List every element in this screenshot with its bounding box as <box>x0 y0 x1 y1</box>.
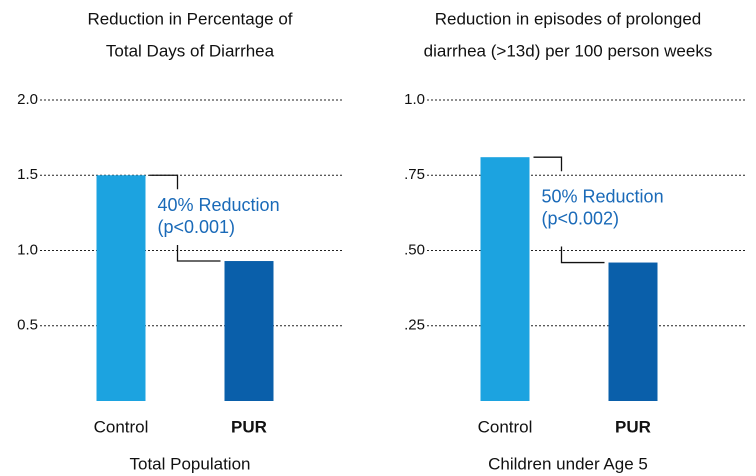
bar <box>224 261 274 401</box>
chart-title: diarrhea (>13d) per 100 person weeks <box>424 41 713 60</box>
chart-title: Reduction in Percentage of <box>87 9 292 28</box>
bar <box>480 157 530 401</box>
y-tick-label: 2.0 <box>17 91 38 108</box>
x-axis-label: Total Population <box>130 454 251 473</box>
bracket <box>176 245 221 262</box>
y-tick-label: 1.0 <box>17 241 38 258</box>
bracket <box>149 174 179 190</box>
x-tick-label: PUR <box>615 417 651 436</box>
x-axis-label: Children under Age 5 <box>488 454 648 473</box>
y-tick-label: 1.5 <box>17 166 38 183</box>
y-tick-label: .25 <box>404 317 425 334</box>
annotation: 50% Reduction <box>542 187 664 207</box>
y-tick-label: .75 <box>404 166 425 183</box>
bracket <box>560 246 605 264</box>
chart-title: Total Days of Diarrhea <box>106 41 275 60</box>
y-tick-label: 0.5 <box>17 317 38 334</box>
chart-title: Reduction in episodes of prolonged <box>435 9 702 28</box>
x-tick-label: Control <box>94 417 149 436</box>
x-tick-label: Control <box>478 417 533 436</box>
y-tick-label: .50 <box>404 241 425 258</box>
bar <box>608 262 658 401</box>
annotation: 40% Reduction <box>158 195 280 215</box>
bracket <box>533 156 563 172</box>
annotation: (p<0.001) <box>158 217 236 237</box>
x-tick-label: PUR <box>231 417 267 436</box>
y-tick-label: 1.0 <box>404 91 425 108</box>
annotation: (p<0.002) <box>542 209 620 229</box>
bar <box>96 175 146 401</box>
